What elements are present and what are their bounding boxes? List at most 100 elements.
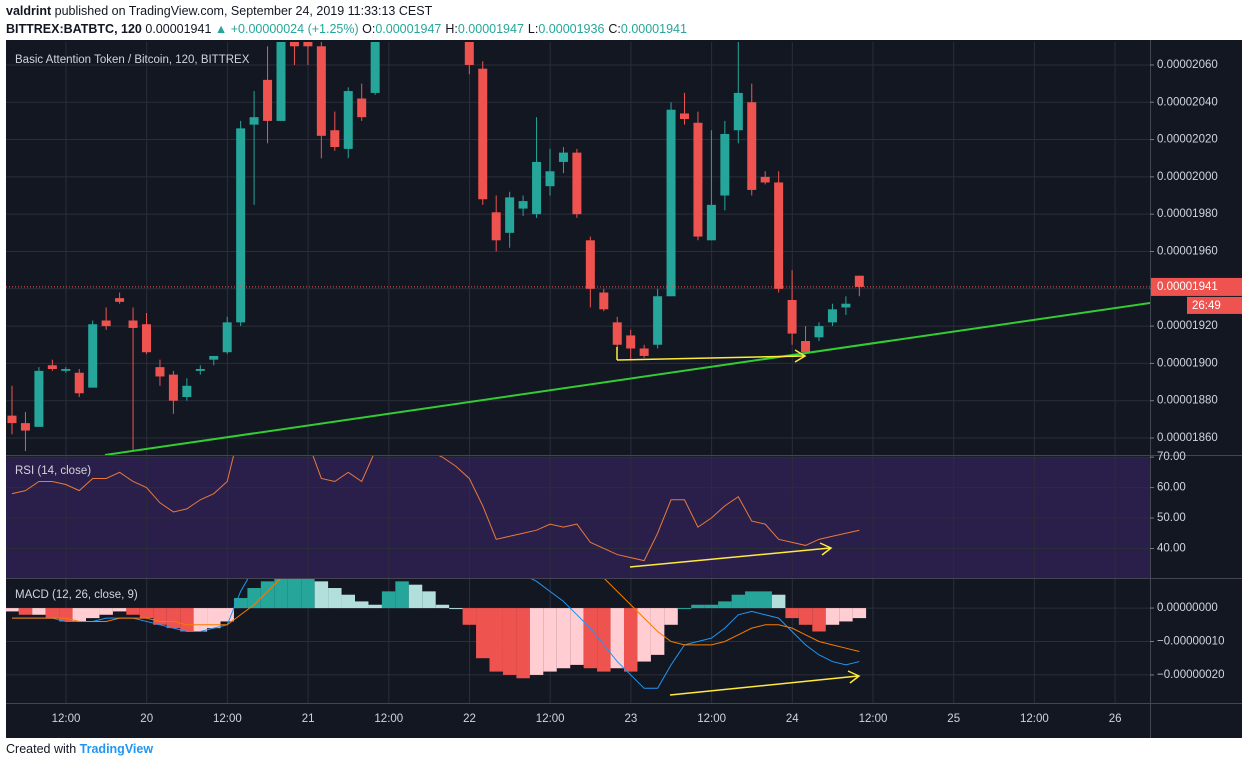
candle-body [74,372,84,394]
x-tick-label: 12:00 [859,713,888,725]
histogram-bar [516,608,530,679]
candle-body [263,79,273,121]
histogram-bar [274,579,288,609]
histogram-bar [341,594,355,609]
trend-line [104,302,1150,455]
histogram-bar [610,608,624,669]
x-tick-label: 25 [947,713,960,725]
candle-body [289,42,299,47]
y-tick-label: 0.00002040 [1157,96,1218,108]
histogram-bar [852,608,867,619]
candle-body [599,292,609,310]
x-tick-label: 22 [463,713,476,725]
y-tick-label: 0.00002000 [1157,171,1218,183]
y-tick-label: 0.00001960 [1157,246,1218,258]
histogram-bar [745,591,759,609]
symbol: BITTREX:BATBTC, 120 [6,22,142,36]
candle-body [720,133,730,196]
price-label: 0.00001941 [1157,281,1218,293]
x-tick-label: 12:00 [213,713,242,725]
countdown: 26:49 [1192,300,1221,312]
y-tick-label: −0.00000010 [1157,636,1224,648]
grid [6,42,1150,703]
y-tick-label: 40.00 [1157,542,1186,554]
candle-body [733,92,743,131]
candle-body [626,335,636,349]
x-tick-label: 12:00 [697,713,726,725]
candle-body [706,204,716,241]
candle-body [532,161,542,215]
candle-body [518,201,528,209]
histogram-bar [247,588,261,609]
x-tick-label: 12:00 [536,713,565,725]
y-tick-label: 0.00001860 [1157,432,1218,444]
candle-body [101,320,111,327]
axes: 0.00002060 0.00002040 0.00002020 0.00002000… [52,59,1242,725]
candle-body [612,322,622,345]
macd-pane [6,579,867,689]
candle-body [774,182,784,289]
histogram-bar [583,608,598,669]
x-tick-label: 20 [140,713,153,725]
ohlc: O:0.00001947 H:0.00001947 L:0.00001936 C:0.… [362,22,691,36]
histogram-bar [812,608,826,632]
histogram-bar [489,608,503,672]
y-tick-label: 0.00001900 [1157,357,1218,369]
candle-body [545,171,555,187]
histogram-bar [166,608,181,629]
histogram-bar [758,591,772,609]
y-tick-label: 0.00000000 [1157,602,1218,614]
ohlc-value: 0.00001947 [375,22,442,36]
candle-body [168,374,178,401]
histogram-bar [637,608,651,662]
histogram-bar [691,604,705,609]
chart: Basic Attention Token / Bitcoin, 120, BI… [6,40,1242,738]
y-tick-label: 0.00001880 [1157,395,1218,407]
histogram-bar [785,608,799,619]
y-tick-label: 60.00 [1157,482,1186,494]
candle-body [88,324,98,388]
histogram-bar [476,608,490,659]
histogram-bar [153,608,167,625]
price: 0.00001941 [145,22,212,36]
signal-line [12,579,860,653]
candle-body [680,113,689,120]
price-pane [6,42,1150,452]
ohlc-value: 0.00001941 [620,22,687,36]
histogram-bar [193,608,208,632]
candle-body [61,369,71,371]
candle-body [182,385,192,397]
histogram-bar [72,608,86,622]
published: published on TradingView.com, September … [54,4,433,18]
candle-body [128,320,138,328]
quote-line: BITTREX:BATBTC, 120 0.00001941 ▲ +0.0000… [6,22,691,36]
y-tick-label: 0.00002020 [1157,134,1218,146]
arrow-head [819,542,833,556]
candle-body [142,324,151,353]
x-tick-label: 12:00 [52,713,81,725]
histogram-bar [543,608,557,672]
x-tick-label: 23 [625,713,638,725]
candle-body [760,176,770,183]
ohlc-label: O: [362,22,376,36]
footer-text: Created with [6,742,77,756]
y-tick-label: −0.00000020 [1157,669,1224,681]
histogram-bar [207,608,221,629]
candle-body [491,212,501,241]
candle-body [464,42,474,65]
candle-body [209,355,219,360]
histogram-bar [220,608,234,622]
candle-body [841,303,851,308]
candle-body [801,341,811,353]
candle-body [653,296,663,345]
macd-line [12,579,860,689]
ohlc-value: 0.00001936 [538,22,605,36]
histogram-bar [381,591,396,609]
candle-body [666,109,676,297]
rsi-pane [11,456,860,562]
candle-body [47,365,57,370]
candle-body [276,42,286,121]
candle-body [558,152,568,162]
y-tick-label: 50.00 [1157,512,1186,524]
y-tick-label: 70.00 [1157,451,1186,463]
